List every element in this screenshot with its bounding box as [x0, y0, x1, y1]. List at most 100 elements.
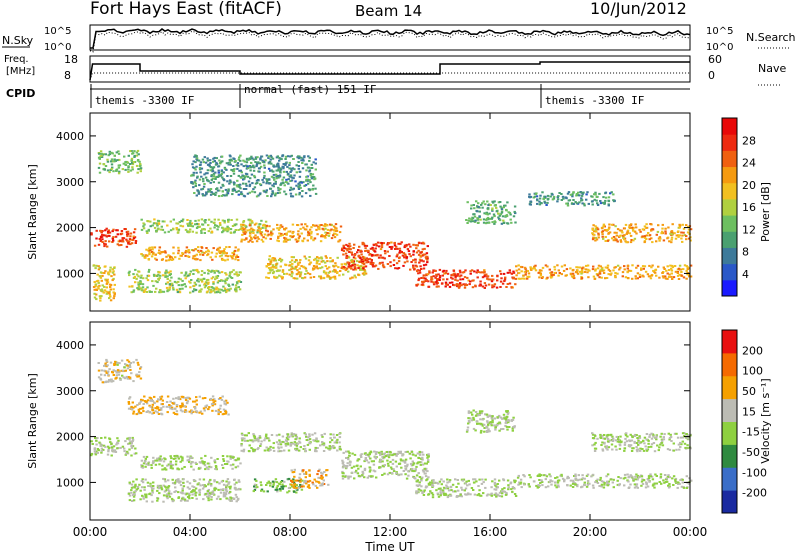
heatmap-cell [329, 437, 332, 440]
heatmap-cell [204, 492, 207, 495]
heatmap-cell [591, 203, 594, 206]
heatmap-cell [277, 166, 280, 169]
heatmap-cell [289, 230, 292, 233]
heatmap-cell [409, 245, 412, 248]
heatmap-cell [304, 476, 307, 479]
heatmap-cell [237, 164, 240, 167]
heatmap-cell [211, 404, 214, 407]
heatmap-cell [451, 483, 455, 486]
heatmap-cell [100, 156, 104, 158]
heatmap-cell [199, 410, 203, 413]
heatmap-cell [97, 268, 101, 271]
heatmap-cell [115, 151, 118, 154]
heatmap-cell [97, 265, 100, 268]
heatmap-cell [281, 269, 285, 272]
heatmap-cell [319, 240, 323, 243]
heatmap-cell [444, 281, 448, 284]
heatmap-cell [206, 163, 210, 166]
heatmap-cell [459, 282, 462, 285]
heatmap-cell [646, 273, 650, 276]
heatmap-cell [421, 458, 424, 461]
heatmap-cell [479, 280, 482, 283]
heatmap-cell [116, 233, 119, 236]
heatmap-cell [178, 481, 181, 484]
heatmap-cell [569, 193, 573, 196]
heatmap-cell [416, 244, 419, 247]
heatmap-cell [441, 274, 444, 277]
heatmap-cell [121, 168, 124, 171]
heatmap-cell [426, 255, 429, 258]
heatmap-cell [304, 433, 307, 436]
heatmap-cell [133, 150, 136, 153]
heatmap-cell [119, 240, 122, 243]
heatmap-cell [165, 255, 168, 258]
heatmap-cell [319, 276, 323, 279]
heatmap-cell [435, 481, 438, 484]
heatmap-cell [360, 253, 363, 256]
heatmap-cell [361, 470, 364, 473]
heatmap-cell [493, 481, 497, 484]
heatmap-cell [106, 364, 109, 367]
heatmap-cell [267, 264, 270, 267]
heatmap-cell [212, 181, 215, 184]
heatmap-cell [416, 452, 420, 455]
heatmap-cell [98, 238, 101, 240]
heatmap-cell [111, 166, 114, 169]
heatmap-cell [143, 223, 146, 226]
heatmap-cell [218, 189, 221, 192]
heatmap-cell [105, 360, 109, 363]
heatmap-cell [579, 266, 582, 269]
heatmap-cell [281, 277, 284, 280]
heatmap-cell [296, 224, 299, 226]
heatmap-cell [478, 410, 482, 413]
heatmap-cell [166, 289, 169, 292]
heatmap-cell [576, 272, 580, 275]
heatmap-cell [177, 396, 180, 399]
heatmap-cell [565, 268, 569, 271]
heatmap-cell [321, 441, 324, 443]
heatmap-cell [336, 256, 339, 259]
heatmap-cell [599, 265, 602, 268]
heatmap-cell [487, 278, 490, 281]
heatmap-cell [529, 267, 533, 270]
heatmap-cell [108, 171, 111, 174]
heatmap-cell [280, 258, 284, 261]
heatmap-cell [389, 265, 392, 268]
heatmap-cell [249, 232, 252, 235]
heatmap-cell [217, 195, 221, 198]
heatmap-cell [321, 443, 324, 446]
heatmap-cell [388, 255, 391, 257]
heatmap-cell [483, 427, 486, 429]
heatmap-cell [137, 410, 141, 413]
heatmap-cell [291, 485, 294, 488]
heatmap-cell [207, 288, 211, 291]
heatmap-cell [216, 281, 220, 284]
heatmap-cell [224, 254, 228, 257]
heatmap-cell [160, 395, 164, 398]
heatmap-cell [420, 259, 423, 262]
heatmap-cell [361, 272, 365, 275]
heatmap-cell [427, 493, 430, 496]
heatmap-cell [252, 490, 255, 493]
heatmap-cell [466, 201, 469, 204]
heatmap-cell [143, 289, 146, 292]
heatmap-cell [396, 253, 399, 256]
heatmap-cell [100, 437, 103, 439]
heatmap-cell [213, 461, 217, 464]
heatmap-cell [192, 174, 195, 177]
heatmap-cell [316, 473, 319, 476]
heatmap-cell [475, 200, 478, 203]
heatmap-cell [276, 227, 279, 230]
heatmap-cell [246, 165, 249, 168]
heatmap-cell [368, 452, 371, 455]
heatmap-cell [126, 367, 130, 370]
heatmap-cell [505, 208, 508, 211]
heatmap-cell [423, 462, 427, 465]
heatmap-cell [269, 231, 273, 234]
heatmap-cell [231, 251, 234, 254]
heatmap-cell [213, 479, 216, 482]
heatmap-cell [151, 248, 154, 251]
heatmap-cell [349, 475, 352, 478]
heatmap-cell [191, 461, 194, 464]
heatmap-cell [401, 454, 404, 457]
